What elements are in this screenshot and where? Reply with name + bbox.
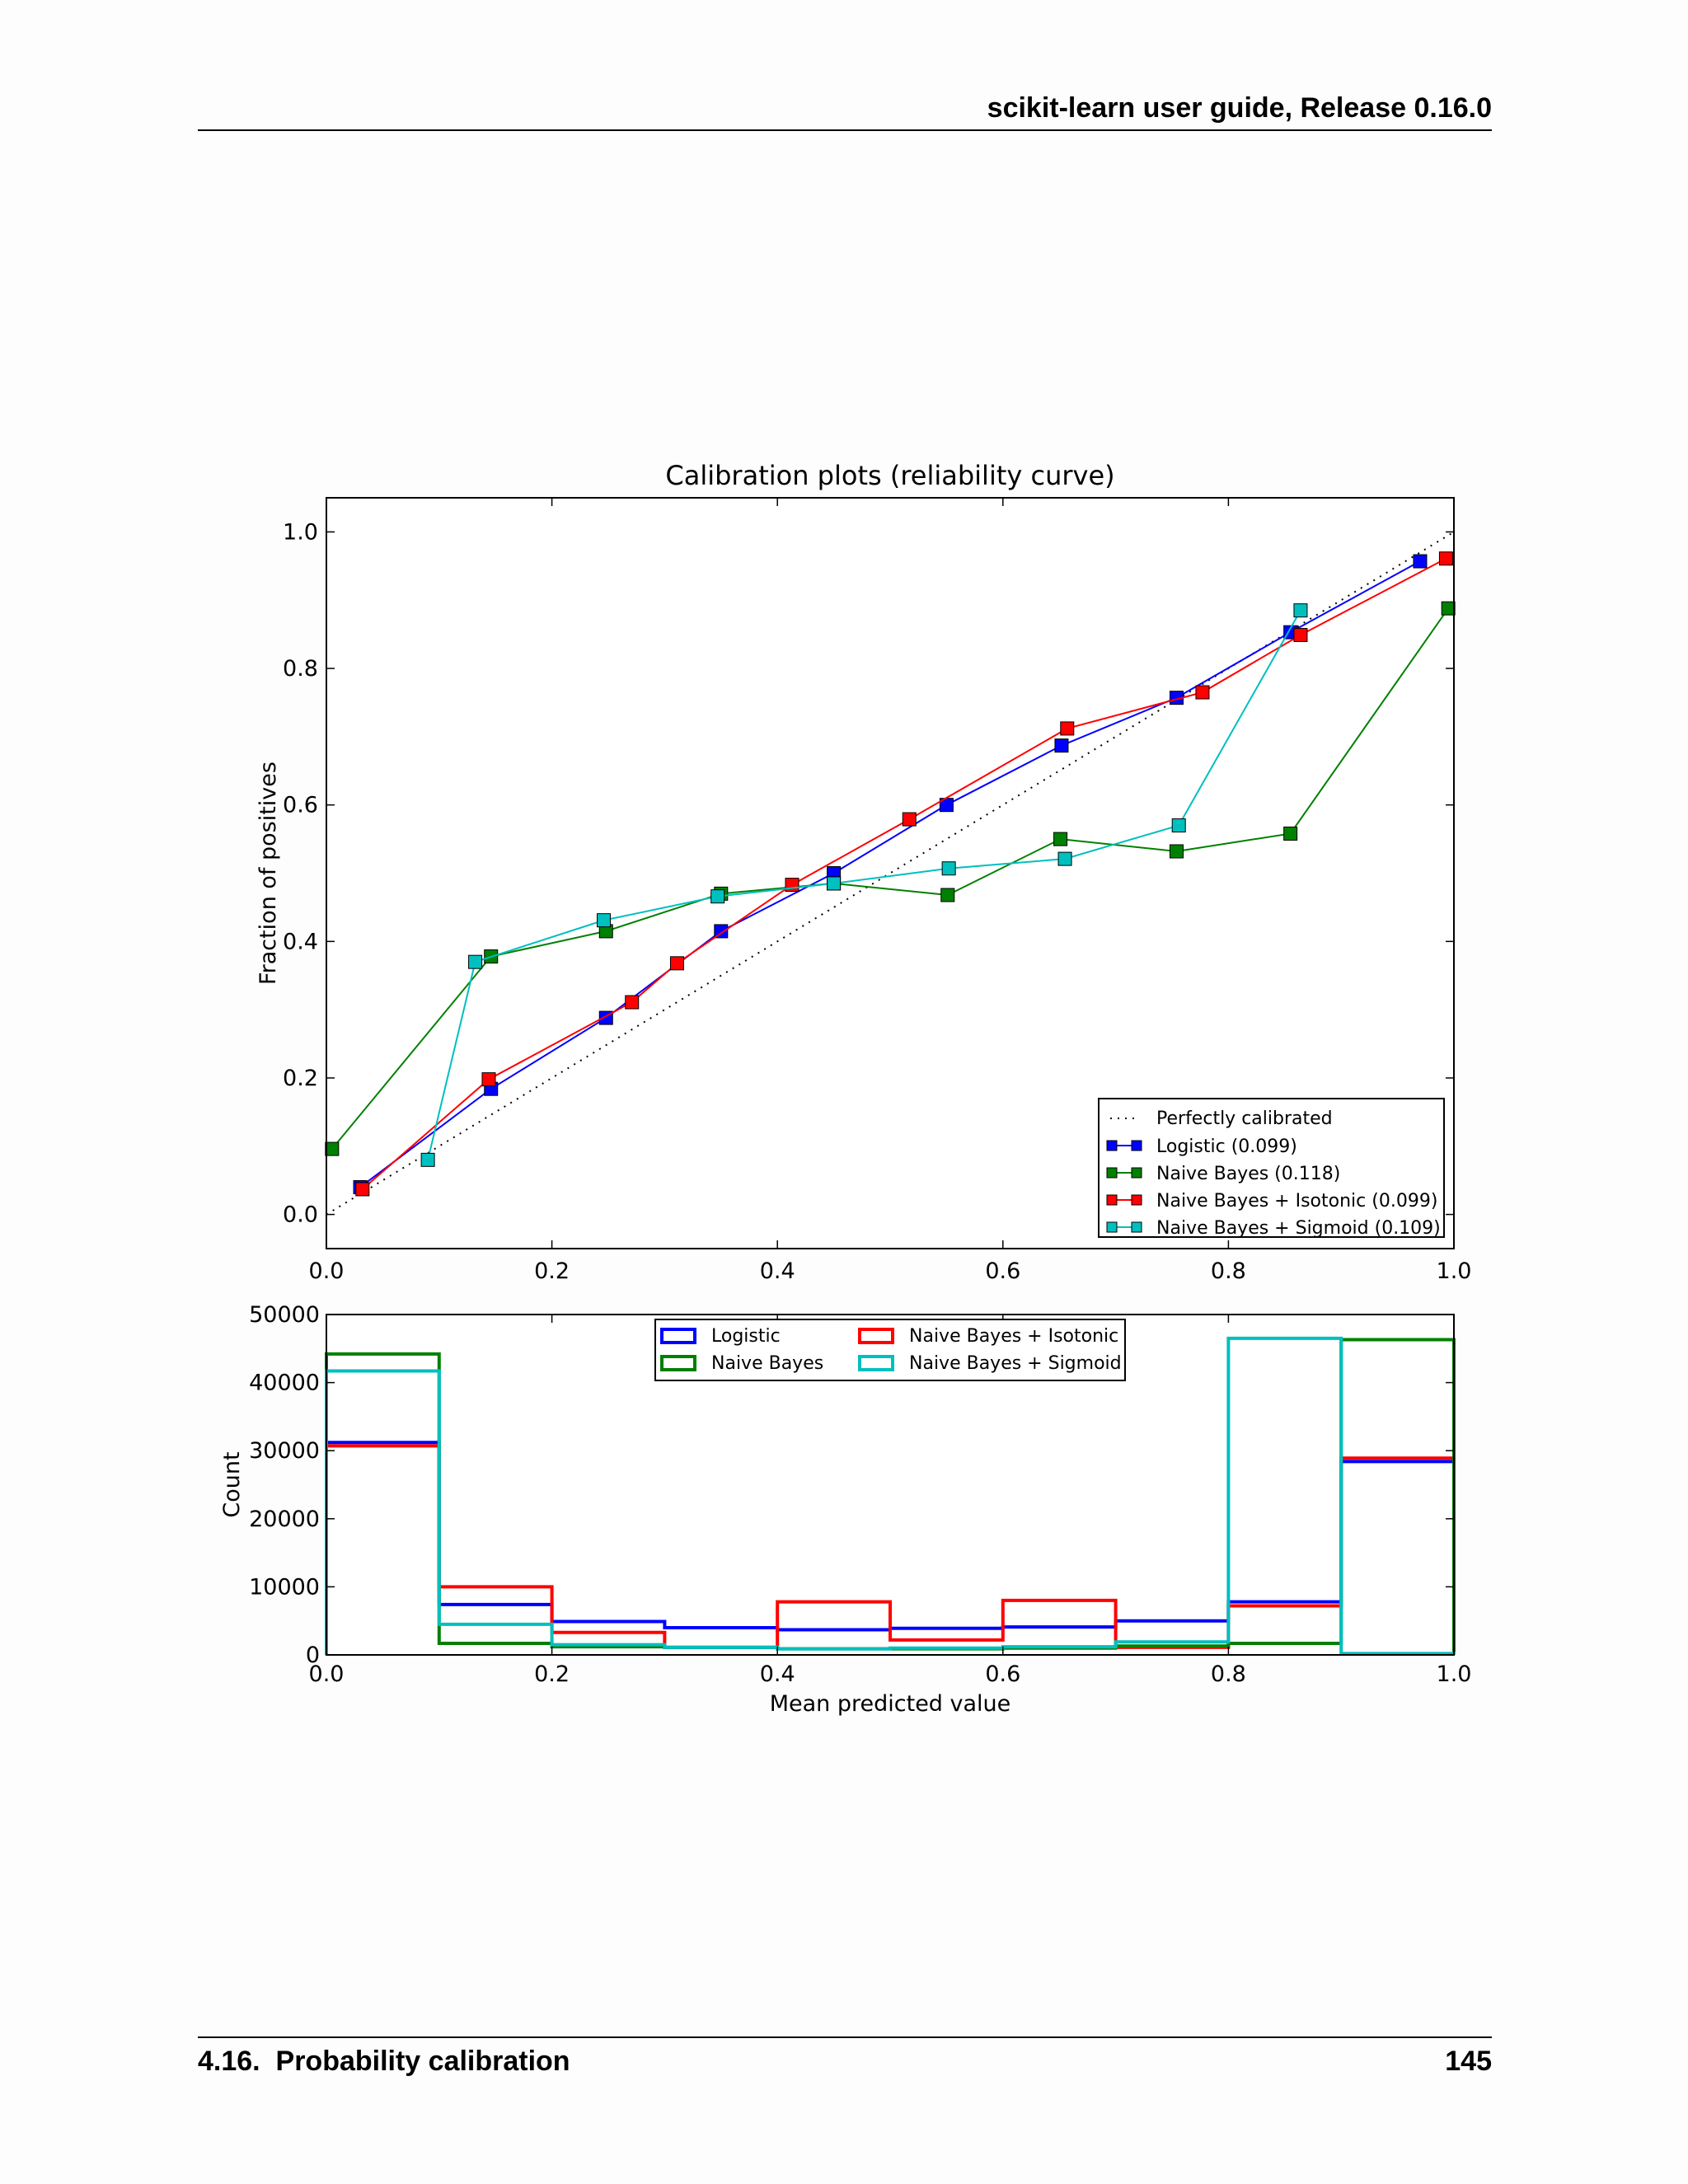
x-tick-label: 0.4 — [760, 1661, 795, 1687]
series-marker-1 — [1441, 601, 1456, 616]
series-marker-2 — [1060, 721, 1075, 736]
y-tick-label: 0 — [306, 1643, 320, 1668]
series-marker-1 — [325, 1141, 340, 1156]
y-axis-label: Fraction of positives — [256, 762, 281, 985]
legend-marker-0 — [1106, 1140, 1118, 1151]
series-marker-3 — [941, 861, 956, 876]
y-axis-label: Count — [219, 1451, 245, 1517]
x-tick-label: 1.0 — [1437, 1258, 1472, 1284]
legend-label: Naive Bayes + Isotonic — [909, 1326, 1118, 1347]
legend-marker-1 — [1131, 1167, 1142, 1179]
legend-marker-1 — [1106, 1167, 1118, 1179]
x-tick-label: 0.8 — [1211, 1661, 1246, 1687]
legend-label: Logistic — [711, 1326, 781, 1347]
series-marker-1 — [1283, 826, 1298, 841]
y-tick-label: 40000 — [249, 1371, 320, 1396]
y-tick-label: 0.8 — [283, 656, 318, 682]
series-marker-3 — [420, 1152, 435, 1167]
series-marker-2 — [1195, 685, 1210, 700]
header-rule — [198, 129, 1492, 131]
footer-rule — [198, 2036, 1492, 2038]
chart-title: Calibration plots (reliability curve) — [665, 460, 1114, 491]
legend-swatch-2 — [858, 1328, 894, 1344]
legend-swatch-0 — [660, 1328, 696, 1344]
y-tick-label: 30000 — [249, 1438, 320, 1464]
y-tick-label: 20000 — [249, 1507, 320, 1532]
series-marker-2 — [625, 995, 640, 1010]
y-tick-label: 0.2 — [283, 1066, 318, 1091]
series-marker-3 — [597, 913, 612, 928]
series-marker-0 — [714, 924, 729, 939]
series-marker-2 — [902, 812, 917, 827]
series-marker-2 — [481, 1072, 496, 1087]
x-axis-label: Mean predicted value — [770, 1691, 1011, 1717]
legend-label: Naive Bayes + Sigmoid — [909, 1353, 1122, 1374]
x-tick-label: 0.6 — [985, 1258, 1020, 1284]
legend-marker-3 — [1106, 1221, 1118, 1233]
legend-top — [1098, 1098, 1445, 1238]
x-tick-label: 1.0 — [1437, 1661, 1472, 1687]
x-tick-label: 0.2 — [534, 1661, 570, 1687]
y-tick-label: 1.0 — [283, 519, 318, 545]
y-tick-label: 0.4 — [283, 929, 318, 954]
legend-marker-3 — [1131, 1221, 1142, 1233]
legend-label: Logistic (0.099) — [1156, 1137, 1297, 1157]
x-tick-label: 0.0 — [309, 1258, 345, 1284]
running-header: scikit-learn user guide, Release 0.16.0 — [987, 92, 1492, 124]
series-line-1 — [331, 607, 1449, 1150]
series-marker-2 — [1293, 627, 1308, 642]
legend-swatch-1 — [660, 1355, 696, 1371]
legend-label: Naive Bayes — [711, 1353, 823, 1374]
x-tick-label: 0.2 — [534, 1258, 570, 1284]
series-marker-2 — [355, 1182, 370, 1197]
plot-frame-top — [326, 497, 1455, 1249]
series-marker-1 — [940, 888, 955, 902]
y-tick-label: 0.0 — [283, 1202, 318, 1228]
footer-section: 4.16. Probability calibration — [198, 2046, 570, 2077]
series-marker-1 — [1169, 844, 1184, 859]
legend-label: Naive Bayes + Sigmoid (0.109) — [1156, 1218, 1441, 1239]
legend-label: Perfectly calibrated — [1156, 1108, 1333, 1129]
legend-marker-0 — [1131, 1140, 1142, 1151]
legend-marker-2 — [1106, 1194, 1118, 1206]
series-line-0 — [359, 560, 1421, 1188]
series-marker-3 — [468, 954, 483, 969]
histogram-step-3 — [325, 1336, 1456, 1656]
legend-label: Naive Bayes + Isotonic (0.099) — [1156, 1191, 1437, 1212]
x-tick-label: 0.4 — [760, 1258, 795, 1284]
legend-swatch-3 — [858, 1355, 894, 1371]
legend-marker-2 — [1131, 1194, 1142, 1206]
series-marker-3 — [1057, 851, 1072, 866]
x-tick-label: 0.8 — [1211, 1258, 1246, 1284]
series-marker-3 — [827, 876, 842, 891]
series-marker-3 — [1293, 603, 1308, 618]
legend-label: Naive Bayes (0.118) — [1156, 1164, 1340, 1184]
series-marker-1 — [1053, 832, 1068, 846]
series-marker-2 — [669, 956, 684, 971]
x-tick-label: 0.0 — [309, 1661, 345, 1687]
series-marker-3 — [1171, 818, 1186, 833]
y-tick-label: 50000 — [249, 1302, 320, 1328]
y-tick-label: 10000 — [249, 1574, 320, 1600]
series-marker-0 — [1054, 738, 1069, 753]
series-marker-2 — [1438, 551, 1453, 566]
x-tick-label: 0.6 — [985, 1661, 1020, 1687]
series-marker-0 — [1413, 554, 1428, 569]
series-marker-3 — [710, 889, 725, 904]
y-tick-label: 0.6 — [283, 793, 318, 818]
plot-frame-bottom — [326, 1314, 1455, 1656]
page-number: 145 — [1445, 2046, 1492, 2077]
series-line-2 — [362, 557, 1447, 1190]
histogram-step-2 — [325, 1444, 1456, 1655]
